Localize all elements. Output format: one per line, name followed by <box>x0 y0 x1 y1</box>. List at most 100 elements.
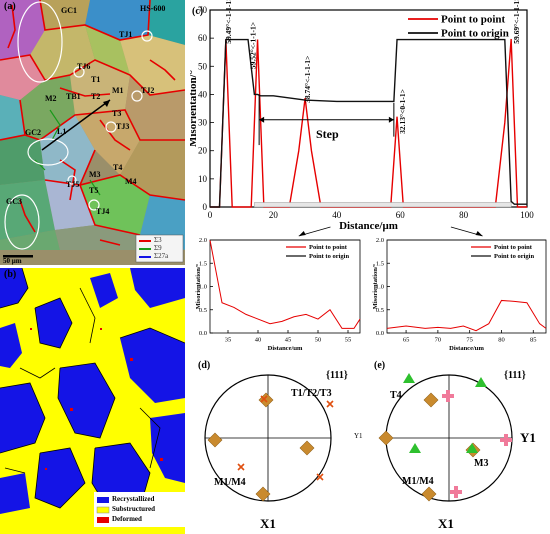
axis-label-x1-e: X1 <box>438 516 454 531</box>
legend-sigma3: Σ3 <box>154 236 162 244</box>
grain-label-m3: M3 <box>89 170 101 179</box>
main-x-tick-label: 40 <box>332 210 342 220</box>
recrystallization-map <box>0 268 185 534</box>
panel-a-label: (a) <box>4 1 16 12</box>
panel-b-label: (b) <box>4 269 17 280</box>
grain-group-label-e-t4: T4 <box>390 390 402 401</box>
inset-right-y-tick-label: 1.0 <box>376 284 384 291</box>
main-y-tick-label: 0 <box>203 202 208 212</box>
main-y-tick-label: 20 <box>198 146 208 156</box>
inset-right-x-tick-label: 80 <box>498 337 505 344</box>
misorientation-chart: 0 20 40 60 80 100 0 10 20 30 40 50 60 70 Distance/μm Mi… <box>190 0 547 350</box>
main-x-tick-label: 80 <box>459 210 469 220</box>
panel-b: (b) Recrystallized Substructured Deforme… <box>0 268 185 534</box>
pole-plus <box>442 390 454 402</box>
panel-c-label: (c) <box>192 6 204 17</box>
grain-label-tj3: TJ3 <box>116 122 130 131</box>
grain-label-m4: M4 <box>125 177 137 186</box>
pole-point <box>423 392 439 408</box>
legend-label-substructured: Substructured <box>112 505 156 513</box>
legend-sigma27a: Σ27a <box>154 252 169 260</box>
inset-right-y-tick-label: 1.5 <box>376 260 384 267</box>
peak-annotation: 59.52°<-1-1-1> <box>249 22 258 69</box>
scale-bar-label: 50 μm <box>3 257 22 265</box>
pole-triangle <box>403 373 415 383</box>
peak-annotation: 32.13°<0-1-1> <box>398 89 407 134</box>
inset-left-y-tick-label: 2.0 <box>199 237 207 244</box>
inset-right-y-tick-label: 0.5 <box>376 307 384 314</box>
pole-cross <box>260 395 268 403</box>
grain-label-l1: L1 <box>57 127 67 136</box>
inset-right-y-tick-label: 0.0 <box>376 330 384 337</box>
inset-left-x-tick-label: 45 <box>285 337 292 344</box>
main-x-tick-label: 20 <box>269 210 279 220</box>
main-series-point-to-origin <box>210 38 527 208</box>
pole-cross <box>237 463 245 471</box>
sample-tag: HS-600 <box>140 4 166 13</box>
legend-label-recrystallized: Recrystallized <box>112 495 155 503</box>
main-zoom-band <box>254 202 512 208</box>
grain-label-gc2: GC2 <box>25 128 41 137</box>
grain-group-label-e-m1m4: M1/M4 <box>402 476 434 487</box>
grain-label-tj2: TJ2 <box>141 86 155 95</box>
inset-left-y-tick-label: 0.5 <box>199 307 207 314</box>
main-y-tick-label: 70 <box>198 5 208 15</box>
pole-figure-e <box>378 373 513 502</box>
main-y-tick-label: 30 <box>198 118 208 128</box>
grain-label-tj6: TJ6 <box>77 62 91 71</box>
inset-left-y-axis-label: Misorientation/° <box>195 263 202 309</box>
pole-point <box>299 440 315 456</box>
pole-plus <box>500 434 512 446</box>
pole-point <box>207 432 223 448</box>
axis-label-y1-e: Y1 <box>520 430 536 445</box>
grain-label-t4: T4 <box>113 163 123 172</box>
inset-left-x-tick-label: 35 <box>225 337 232 344</box>
grain-label-m1: M1 <box>112 86 124 95</box>
grain-label-gc1: GC1 <box>61 6 77 15</box>
inset-left-x-axis-label: Distance/μm <box>268 345 303 350</box>
main-x-tick-label: 100 <box>520 210 534 220</box>
grain-group-label-d-2: M1/M4 <box>214 477 246 488</box>
main-y-axis-label: Misorientation/° <box>190 70 199 147</box>
inset-left-x-tick-label: 50 <box>315 337 322 344</box>
inset-left-series-point-to-point <box>209 239 361 329</box>
pole-family-e: {111} <box>504 370 526 381</box>
pole-point <box>255 486 271 502</box>
inset-left-y-tick-label: 1.5 <box>199 260 207 267</box>
pole-family-d: {111} <box>326 370 348 381</box>
inset-left-x-tick-label: 55 <box>345 337 352 344</box>
pole-plus <box>450 486 462 498</box>
inset-right-legend-label: Point to point <box>494 244 533 251</box>
legend-swatch-substructured <box>96 506 110 514</box>
main-y-tick-label: 40 <box>198 89 208 99</box>
inset-left-y-tick-label: 1.0 <box>199 284 207 291</box>
grain-label-t5: T5 <box>89 186 99 195</box>
grain-label-t3: T3 <box>112 109 122 118</box>
panel-d: (d) {111} T1/T2/T3 M1/M4 Y1 X1 <box>190 350 365 534</box>
panel-e-label: (e) <box>374 360 386 371</box>
grain-group-label-d-1: T1/T2/T3 <box>291 388 332 399</box>
axis-label-y1-d: Y1 <box>354 432 363 440</box>
inset-left-legend-label: Point to point <box>309 244 348 251</box>
pole-triangle <box>466 443 478 453</box>
step-arrow-head <box>259 116 265 123</box>
peak-annotation: 38.74°<-1-1-1> <box>303 56 312 103</box>
pole-cross <box>316 473 324 481</box>
step-arrow-head <box>388 116 394 123</box>
peak-annotation: 59.69°<-1-1-1> <box>512 0 521 44</box>
pole-triangle <box>409 443 421 453</box>
legend-label-deformed: Deformed <box>112 515 142 523</box>
pole-point <box>421 486 437 502</box>
inset-right-x-axis-label: Distance/μm <box>449 345 484 350</box>
inset-left-x-tick-label: 40 <box>255 337 262 344</box>
peak-annotation: 59.49°<-1-1-1> <box>224 0 233 44</box>
main-y-tick-label: 60 <box>198 33 208 43</box>
grain-group-label-e-m3: M3 <box>474 458 489 469</box>
main-y-tick-label: 10 <box>198 174 208 184</box>
main-y-tick-label: 50 <box>198 61 208 71</box>
inset-right-x-tick-label: 85 <box>530 337 537 344</box>
inset-right-x-tick-label: 65 <box>403 337 410 344</box>
zoom-arrow-right-head <box>475 231 483 236</box>
inset-left-legend-label: Point to origin <box>309 253 349 260</box>
ebsd-grain-map <box>0 0 185 265</box>
